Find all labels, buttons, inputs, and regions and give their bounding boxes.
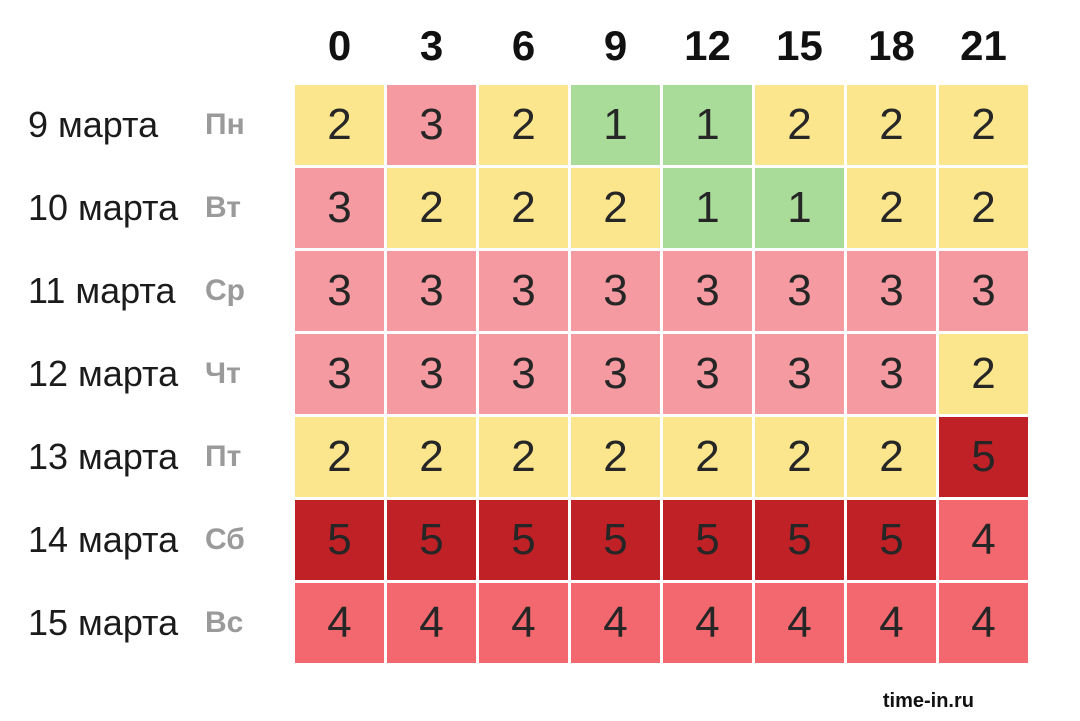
- heat-cell: 5: [571, 500, 660, 580]
- heat-cell: 2: [479, 168, 568, 248]
- source-watermark: time-in.ru: [882, 690, 974, 712]
- activity-heatmap: 0 3 6 9 12 15 18 21 9 марта Пн 2 3 2 1 1 2 2 2 10 марта Вт 3…: [0, 10, 1028, 663]
- hour-header: 21: [960, 22, 1007, 69]
- heat-cell: 3: [387, 334, 476, 414]
- row-label: 13 марта Пт: [0, 417, 292, 497]
- corner-spacer: [0, 10, 292, 82]
- heat-cell: 4: [295, 583, 384, 663]
- heat-cell: 2: [939, 334, 1028, 414]
- row-weekday: Вт: [205, 191, 241, 224]
- heat-cell: 1: [755, 168, 844, 248]
- heat-cell: 3: [479, 251, 568, 331]
- heat-cell: 2: [755, 417, 844, 497]
- heat-cell: 2: [755, 85, 844, 165]
- hour-header: 12: [684, 22, 731, 69]
- row-date: 11 марта: [28, 270, 176, 311]
- hour-header: 15: [776, 22, 823, 69]
- heat-cell: 4: [663, 583, 752, 663]
- heat-cell: 2: [387, 168, 476, 248]
- heat-cell: 4: [387, 583, 476, 663]
- row-date: 9 марта: [28, 104, 159, 145]
- row-weekday: Сб: [205, 523, 245, 556]
- heat-cell: 3: [571, 334, 660, 414]
- heat-cell: 4: [479, 583, 568, 663]
- heat-cell: 2: [847, 168, 936, 248]
- heat-cell: 3: [479, 334, 568, 414]
- row-label: 12 марта Чт: [0, 334, 292, 414]
- row-label: 11 марта Ср: [0, 251, 292, 331]
- heat-cell: 3: [663, 334, 752, 414]
- row-weekday: Пн: [205, 108, 245, 141]
- heat-cell: 3: [387, 85, 476, 165]
- heat-cell: 2: [939, 168, 1028, 248]
- heat-cell: 5: [663, 500, 752, 580]
- row-label: 14 марта Сб: [0, 500, 292, 580]
- heat-cell: 4: [571, 583, 660, 663]
- heat-cell: 3: [663, 251, 752, 331]
- heat-cell: 2: [939, 85, 1028, 165]
- heat-cell: 3: [847, 334, 936, 414]
- heat-cell: 3: [755, 251, 844, 331]
- heat-cell: 5: [387, 500, 476, 580]
- hour-header: 18: [868, 22, 915, 69]
- heat-cell: 1: [571, 85, 660, 165]
- heat-cell: 4: [755, 583, 844, 663]
- heat-cell: 5: [847, 500, 936, 580]
- heat-cell: 3: [295, 334, 384, 414]
- heat-cell: 4: [847, 583, 936, 663]
- heat-cell: 3: [847, 251, 936, 331]
- row-label: 15 марта Вс: [0, 583, 292, 663]
- heat-cell: 5: [939, 417, 1028, 497]
- heat-cell: 2: [295, 85, 384, 165]
- row-weekday: Ср: [205, 274, 245, 307]
- heat-cell: 2: [479, 85, 568, 165]
- row-weekday: Чт: [205, 357, 241, 390]
- heat-cell: 3: [571, 251, 660, 331]
- heat-cell: 2: [571, 168, 660, 248]
- heat-cell: 5: [479, 500, 568, 580]
- heat-cell: 3: [295, 168, 384, 248]
- heat-cell: 4: [939, 500, 1028, 580]
- heat-cell: 1: [663, 168, 752, 248]
- heat-cell: 3: [755, 334, 844, 414]
- row-date: 13 марта: [28, 436, 179, 477]
- row-date: 12 марта: [28, 353, 179, 394]
- heat-cell: 2: [663, 417, 752, 497]
- hour-header: 3: [419, 22, 444, 69]
- row-date: 10 марта: [28, 187, 179, 228]
- heat-cell: 3: [387, 251, 476, 331]
- row-label: 10 марта Вт: [0, 168, 292, 248]
- heat-cell: 2: [387, 417, 476, 497]
- hour-header: 6: [511, 22, 536, 69]
- heat-cell: 2: [295, 417, 384, 497]
- row-date: 15 марта: [28, 602, 179, 643]
- heat-cell: 5: [295, 500, 384, 580]
- hour-header: 0: [327, 22, 352, 69]
- heat-cell: 3: [295, 251, 384, 331]
- hour-header: 9: [603, 22, 628, 69]
- row-weekday: Вс: [205, 606, 244, 639]
- heat-cell: 4: [939, 583, 1028, 663]
- heat-cell: 1: [663, 85, 752, 165]
- row-date: 14 марта: [28, 519, 179, 560]
- heat-cell: 5: [755, 500, 844, 580]
- row-weekday: Пт: [205, 440, 242, 473]
- heat-cell: 2: [847, 85, 936, 165]
- heat-cell: 2: [479, 417, 568, 497]
- row-label: 9 марта Пн: [0, 85, 292, 165]
- heat-cell: 3: [939, 251, 1028, 331]
- heat-cell: 2: [571, 417, 660, 497]
- heat-cell: 2: [847, 417, 936, 497]
